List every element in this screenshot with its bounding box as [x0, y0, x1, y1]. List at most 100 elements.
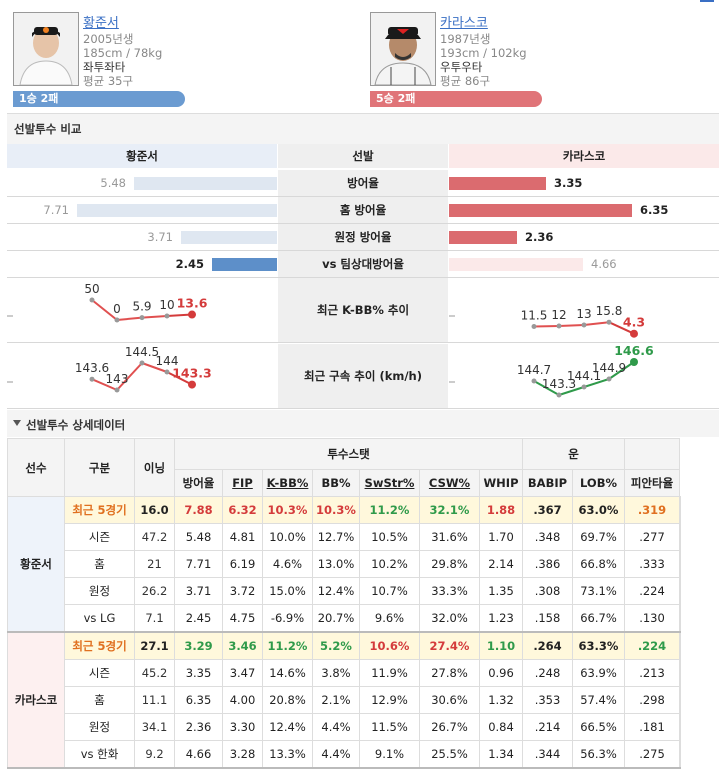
- compare-header-right: 카라스코: [449, 144, 719, 168]
- trend-point[interactable]: [630, 329, 638, 338]
- trend-point[interactable]: [164, 369, 170, 375]
- player-name-cell[interactable]: 카라스코: [7, 631, 65, 769]
- stat-cell: 12.4%: [262, 713, 313, 741]
- stat-cell: .275: [624, 740, 680, 769]
- trend-line-segment: [583, 378, 610, 388]
- stat-cell: 63.9%: [572, 659, 625, 687]
- trend-value-label: 0: [113, 302, 121, 316]
- trend-value-label: 146.6: [614, 344, 654, 358]
- stat-cell: 10.3%: [312, 496, 360, 524]
- table-row: 카라스코 최근 5경기 27.1 3.29 3.46 11.2% 5.2% 10.6% 27.4…: [7, 631, 681, 769]
- player-name-left[interactable]: 황준서: [83, 16, 119, 31]
- trend-point[interactable]: [531, 378, 537, 384]
- stat-cell: 30.6%: [419, 686, 480, 714]
- trend-point[interactable]: [606, 376, 612, 382]
- velocity-trend-label: 최근 구속 추이 (km/h): [278, 344, 448, 408]
- col-kbb[interactable]: K-BB%: [262, 469, 313, 497]
- trend-point[interactable]: [139, 315, 145, 321]
- stat-cell: .277: [624, 523, 680, 551]
- trend-line-segment: [533, 325, 560, 328]
- trend-value-label: 15.8: [596, 304, 623, 318]
- compare-bar-left: [212, 258, 277, 271]
- extra-cell: [679, 577, 681, 605]
- stat-cell: .319: [624, 496, 680, 524]
- stat-cell: 13.3%: [262, 740, 313, 769]
- trend-point[interactable]: [188, 310, 196, 319]
- stat-cell: 10.3%: [262, 496, 313, 524]
- trend-point[interactable]: [606, 319, 612, 325]
- stat-cell: 9.1%: [359, 740, 420, 769]
- col-bb[interactable]: BB%: [312, 469, 360, 497]
- trend-point[interactable]: [531, 324, 537, 329]
- detail-title[interactable]: 선발투수 상세데이터: [26, 418, 126, 432]
- stat-cell: 25.5%: [419, 740, 480, 769]
- trend-point[interactable]: [556, 392, 562, 398]
- player-name-right[interactable]: 카라스코: [440, 16, 488, 31]
- stat-cell: 4.6%: [262, 550, 313, 578]
- stat-cell: 7.1: [134, 604, 175, 633]
- col-era[interactable]: 방어율: [174, 469, 223, 497]
- trend-point[interactable]: [89, 297, 95, 303]
- corner-link-mark[interactable]: [700, 0, 714, 2]
- trend-value-label: 5.9: [132, 300, 151, 314]
- stat-cell: -6.9%: [262, 604, 313, 633]
- stat-cell: 5.2%: [312, 631, 360, 660]
- stat-cell: 7.88: [174, 496, 223, 524]
- stat-cell: 5.48: [174, 523, 223, 551]
- stat-cell: 14.6%: [262, 659, 313, 687]
- player-avg-pitches: 평균 35구: [83, 74, 134, 88]
- trend-point[interactable]: [114, 387, 120, 393]
- triangle-down-icon[interactable]: [13, 420, 21, 426]
- stat-cell: 2.45: [174, 604, 223, 633]
- trend-point[interactable]: [89, 376, 95, 382]
- col-avg-against[interactable]: 피안타율: [624, 469, 680, 497]
- col-swstr[interactable]: SwStr%: [359, 469, 420, 497]
- stat-cell: .353: [522, 686, 573, 714]
- extra-cell: [679, 659, 681, 687]
- trend-point[interactable]: [114, 317, 120, 323]
- player-photo-right[interactable]: [370, 12, 436, 86]
- stat-cell: 20.8%: [262, 686, 313, 714]
- player-name-cell[interactable]: 황준서: [7, 496, 65, 633]
- extra-cell: [679, 604, 681, 633]
- col-babip[interactable]: BABIP: [522, 469, 573, 497]
- row-divider: [7, 223, 719, 224]
- table-row: 시즌 45.2 3.35 3.47 14.6% 3.8% 11.9% 27.8% 0.96.24…: [8, 659, 681, 687]
- table-row: 시즌 47.2 5.48 4.81 10.0% 12.7% 10.5% 31.6% 1.70.3…: [8, 523, 681, 551]
- compare-header-mid: 선발: [278, 144, 448, 168]
- extra-cell: [679, 523, 681, 551]
- trend-point[interactable]: [581, 384, 587, 390]
- col-fip[interactable]: FIP: [222, 469, 263, 497]
- stat-cell: 69.7%: [572, 523, 625, 551]
- col-group-pitching: 투수스탯: [174, 438, 523, 470]
- trend-point[interactable]: [581, 322, 587, 328]
- player-avatar-icon: [14, 13, 78, 85]
- stat-cell: 21: [134, 550, 175, 578]
- trend-value-label: 144.9: [592, 361, 626, 375]
- trend-point[interactable]: [556, 323, 562, 329]
- stat-cell: 11.5%: [359, 713, 420, 741]
- trend-point[interactable]: [139, 360, 145, 366]
- trend-line-segment: [91, 299, 118, 321]
- stat-cell: .386: [522, 550, 573, 578]
- trend-line-segment: [141, 362, 168, 373]
- stat-cell: 2.1%: [312, 686, 360, 714]
- col-lob[interactable]: LOB%: [572, 469, 625, 497]
- stat-cell: .344: [522, 740, 573, 769]
- col-whip[interactable]: WHIP: [479, 469, 523, 497]
- stat-cell: 27.8%: [419, 659, 480, 687]
- trend-line-segment: [608, 361, 635, 380]
- trend-point[interactable]: [630, 358, 638, 366]
- stat-cell: 4.4%: [312, 740, 360, 769]
- trend-value-label: 143: [106, 372, 129, 386]
- stat-cell: 1.88: [479, 496, 523, 524]
- stat-cell: 11.9%: [359, 659, 420, 687]
- stat-cell: 66.5%: [572, 713, 625, 741]
- trend-point[interactable]: [164, 313, 170, 319]
- player-photo-left[interactable]: [13, 12, 79, 86]
- trend-line-segment: [533, 380, 560, 396]
- col-csw[interactable]: CSW%: [419, 469, 480, 497]
- stat-cell: 9.2: [134, 740, 175, 769]
- trend-point[interactable]: [188, 380, 196, 389]
